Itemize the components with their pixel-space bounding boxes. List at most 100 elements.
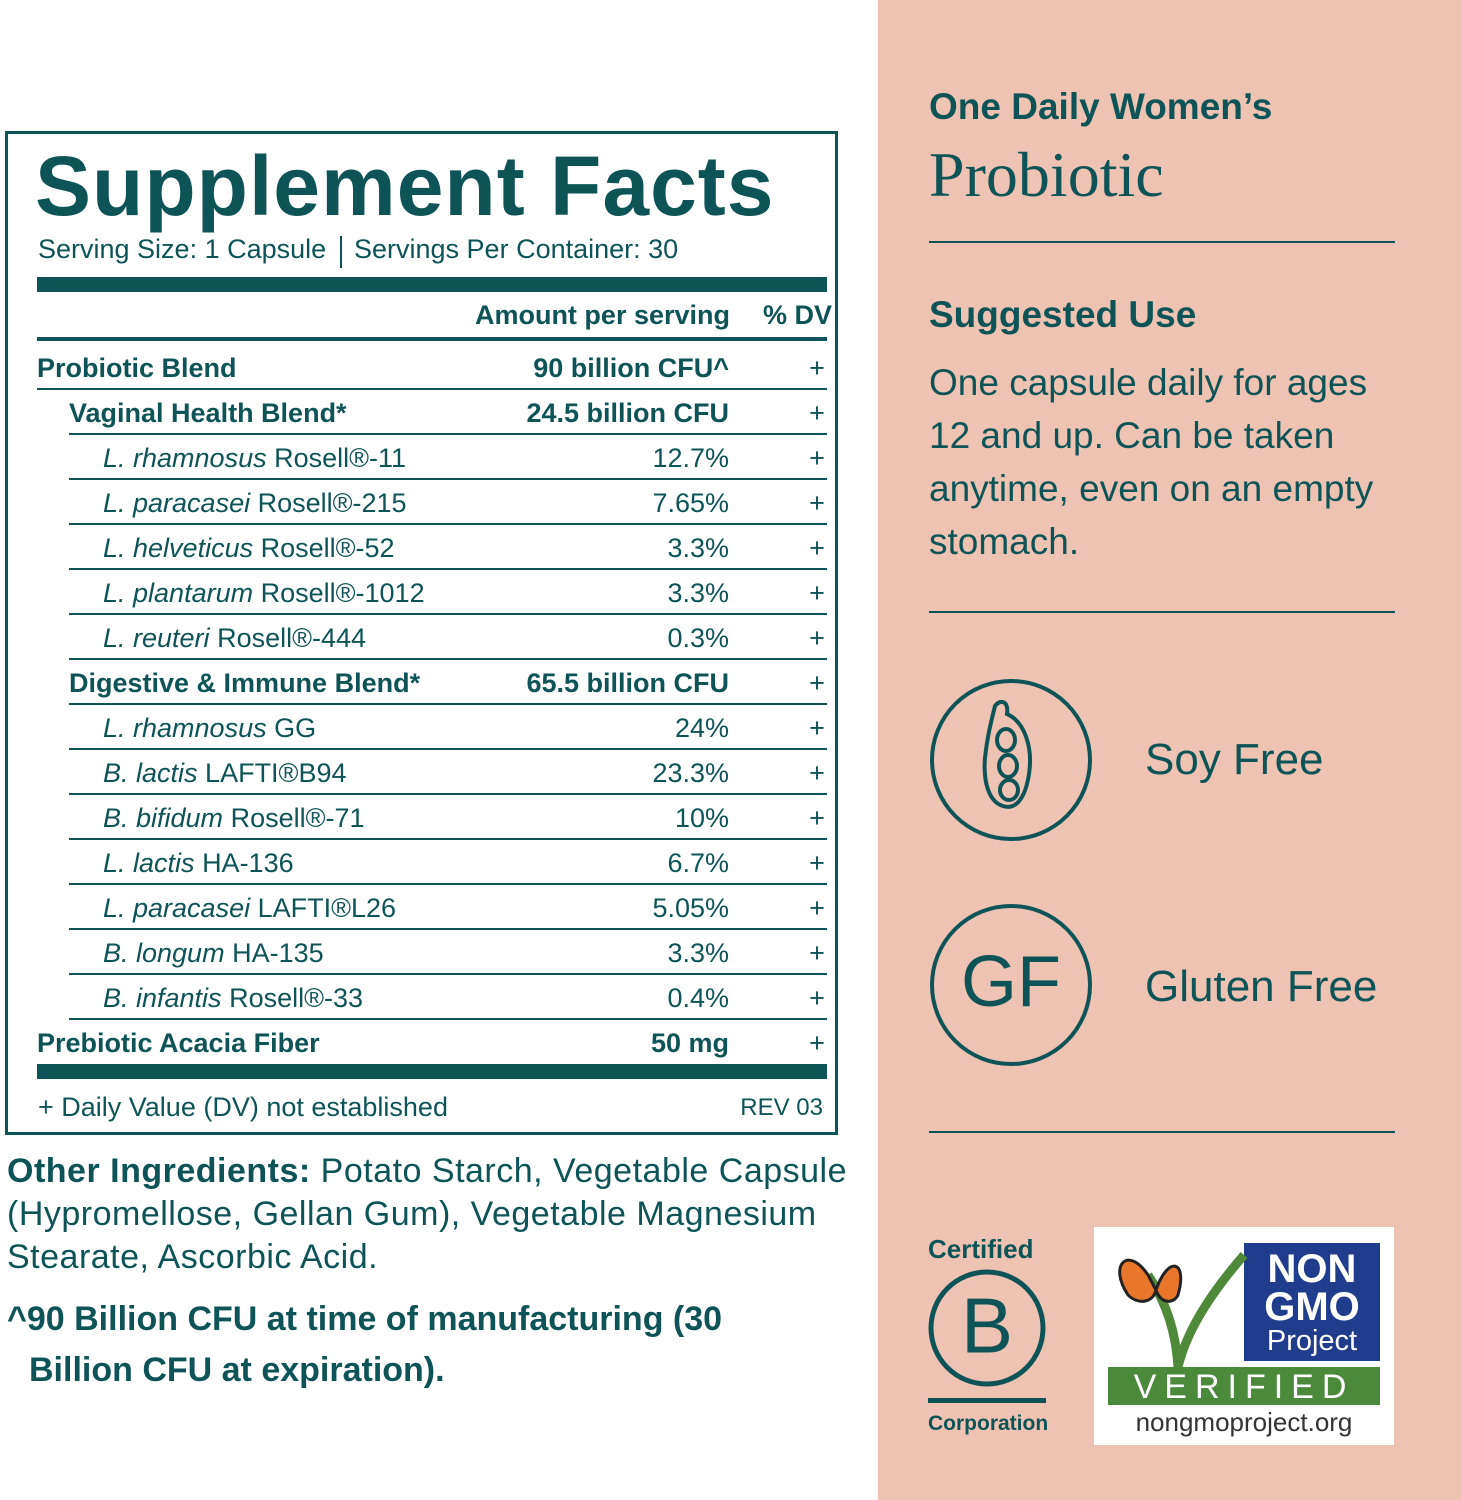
species: B. lactis <box>103 758 198 788</box>
thick-bar <box>37 1064 827 1079</box>
amount: 50 mg <box>650 1028 729 1058</box>
row-rule <box>69 1018 827 1020</box>
nutrient-name: Prebiotic Acacia Fiber <box>37 1028 320 1058</box>
b-letter: B <box>961 1282 1013 1370</box>
strain: Rosell®-1012 <box>260 578 425 608</box>
daily-value: + <box>809 533 825 563</box>
daily-value: + <box>809 983 825 1013</box>
facts-row: L. plantarum Rosell®-1012 3.3% + <box>103 571 825 615</box>
thick-bar <box>37 277 827 292</box>
row-rule <box>69 433 827 435</box>
gf-icon: GF <box>930 904 1092 1066</box>
soy-icon <box>930 679 1092 841</box>
amount: 65.5 billion CFU <box>526 668 729 698</box>
non-gmo-line1: NON <box>1267 1247 1357 1291</box>
strain: LAFTI®B94 <box>205 758 347 788</box>
facts-row: Probiotic Blend 90 billion CFU^ + <box>37 346 825 390</box>
daily-value: + <box>809 893 825 923</box>
row-rule <box>69 973 827 975</box>
strain: HA-136 <box>202 848 294 878</box>
row-rule <box>69 793 827 795</box>
species: L. plantarum <box>103 578 254 608</box>
daily-value: + <box>809 1028 825 1058</box>
amount: 5.05% <box>652 893 729 923</box>
amount: 3.3% <box>667 938 729 968</box>
non-gmo-blue <box>1244 1243 1380 1361</box>
rule <box>929 1131 1395 1133</box>
rule <box>929 611 1395 613</box>
amount: 24% <box>674 713 729 743</box>
amount-header: Amount per serving <box>474 300 730 330</box>
b-corp-logo: B <box>928 1269 1046 1403</box>
species: L. paracasei <box>103 893 251 923</box>
row-rule <box>69 703 827 705</box>
nutrient-name: Probiotic Blend <box>37 353 237 383</box>
nutrient-name: B. infantis Rosell®-33 <box>103 976 363 1020</box>
non-gmo-line2: GMO <box>1264 1285 1360 1329</box>
facts-row: L. rhamnosus GG 24% + <box>103 706 825 750</box>
servings-per-container: Servings Per Container: 30 <box>354 234 679 264</box>
other-ingredients-text: Potato Starch, Vegetable Capsule (Hyprom… <box>7 1152 848 1276</box>
butterfly-plant <box>1118 1252 1248 1367</box>
nutrient-name: L. rhamnosus GG <box>103 706 316 750</box>
strain: GG <box>274 713 317 743</box>
non-gmo-logo: NON GMO Project VERIFIED nongmoproject.o… <box>1094 1227 1394 1445</box>
daily-value: + <box>809 578 825 608</box>
nutrient-name: L. reuteri Rosell®-444 <box>103 616 366 660</box>
strain: Rosell®-215 <box>257 488 407 518</box>
row-rule <box>69 658 827 660</box>
gf-icon-text: GF <box>961 942 1061 1022</box>
daily-value: + <box>809 398 825 428</box>
supplement-facts-panel: Supplement Facts Serving Size: 1 Capsule… <box>5 131 838 1135</box>
revision: REV 03 <box>740 1094 823 1121</box>
daily-value: + <box>809 713 825 743</box>
non-gmo-verified: VERIFIED <box>1133 1368 1355 1406</box>
strain: Rosell®-11 <box>274 443 407 473</box>
daily-value: + <box>809 938 825 968</box>
strain: Rosell®-444 <box>217 623 367 653</box>
facts-row: B. infantis Rosell®-33 0.4% + <box>103 976 825 1020</box>
facts-row: B. bifidum Rosell®-71 10% + <box>103 796 825 840</box>
nutrient-name: B. longum HA-135 <box>103 931 324 975</box>
cfu-note: ^90 Billion CFU at time of manufacturing… <box>7 1300 723 1389</box>
amount: 3.3% <box>667 578 729 608</box>
facts-row: B. longum HA-135 3.3% + <box>103 931 825 975</box>
species: L. paracasei <box>103 488 251 518</box>
row-rule <box>69 928 827 930</box>
facts-row: L. paracasei LAFTI®L26 5.05% + <box>103 886 825 930</box>
header-rule <box>37 337 827 341</box>
nutrient-name: B. bifidum Rosell®-71 <box>103 796 365 840</box>
strain: Rosell®-52 <box>260 533 395 563</box>
b-certified: Certified <box>928 1234 1034 1264</box>
species: B. longum <box>103 938 225 968</box>
b-corporation: Corporation <box>928 1412 1049 1435</box>
amount: 23.3% <box>652 758 729 788</box>
species: L. reuteri <box>103 623 210 653</box>
amount: 3.3% <box>667 533 729 563</box>
nutrient-name: L. rhamnosus Rosell®-11 <box>103 436 406 480</box>
suggested-use-title: Suggested Use <box>929 294 1197 335</box>
non-gmo-green <box>1108 1367 1380 1405</box>
strain: Rosell®-33 <box>229 983 364 1013</box>
facts-row: L. paracasei Rosell®-215 7.65% + <box>103 481 825 525</box>
nutrient-name: L. lactis HA-136 <box>103 841 294 885</box>
row-rule <box>69 748 827 750</box>
species: L. helveticus <box>103 533 254 563</box>
product-name: Probiotic <box>929 139 1164 210</box>
row-rule <box>37 388 827 390</box>
row-rule <box>69 568 827 570</box>
row-rule <box>69 478 827 480</box>
nutrient-name: Vaginal Health Blend* <box>69 398 347 428</box>
row-rule <box>69 838 827 840</box>
divider <box>340 236 342 268</box>
amount: 0.4% <box>667 983 729 1013</box>
facts-row: Prebiotic Acacia Fiber 50 mg + <box>37 1021 825 1065</box>
nutrient-name: Digestive & Immune Blend* <box>69 668 421 698</box>
amount: 12.7% <box>652 443 729 473</box>
species: B. bifidum <box>103 803 224 833</box>
footnote: + Daily Value (DV) not established <box>38 1092 448 1122</box>
facts-row: B. lactis LAFTI®B94 23.3% + <box>103 751 825 795</box>
rule <box>929 241 1395 243</box>
facts-title: Supplement Facts <box>35 139 775 233</box>
side-panel: One Daily Women’s Probiotic Suggested Us… <box>878 0 1462 1500</box>
